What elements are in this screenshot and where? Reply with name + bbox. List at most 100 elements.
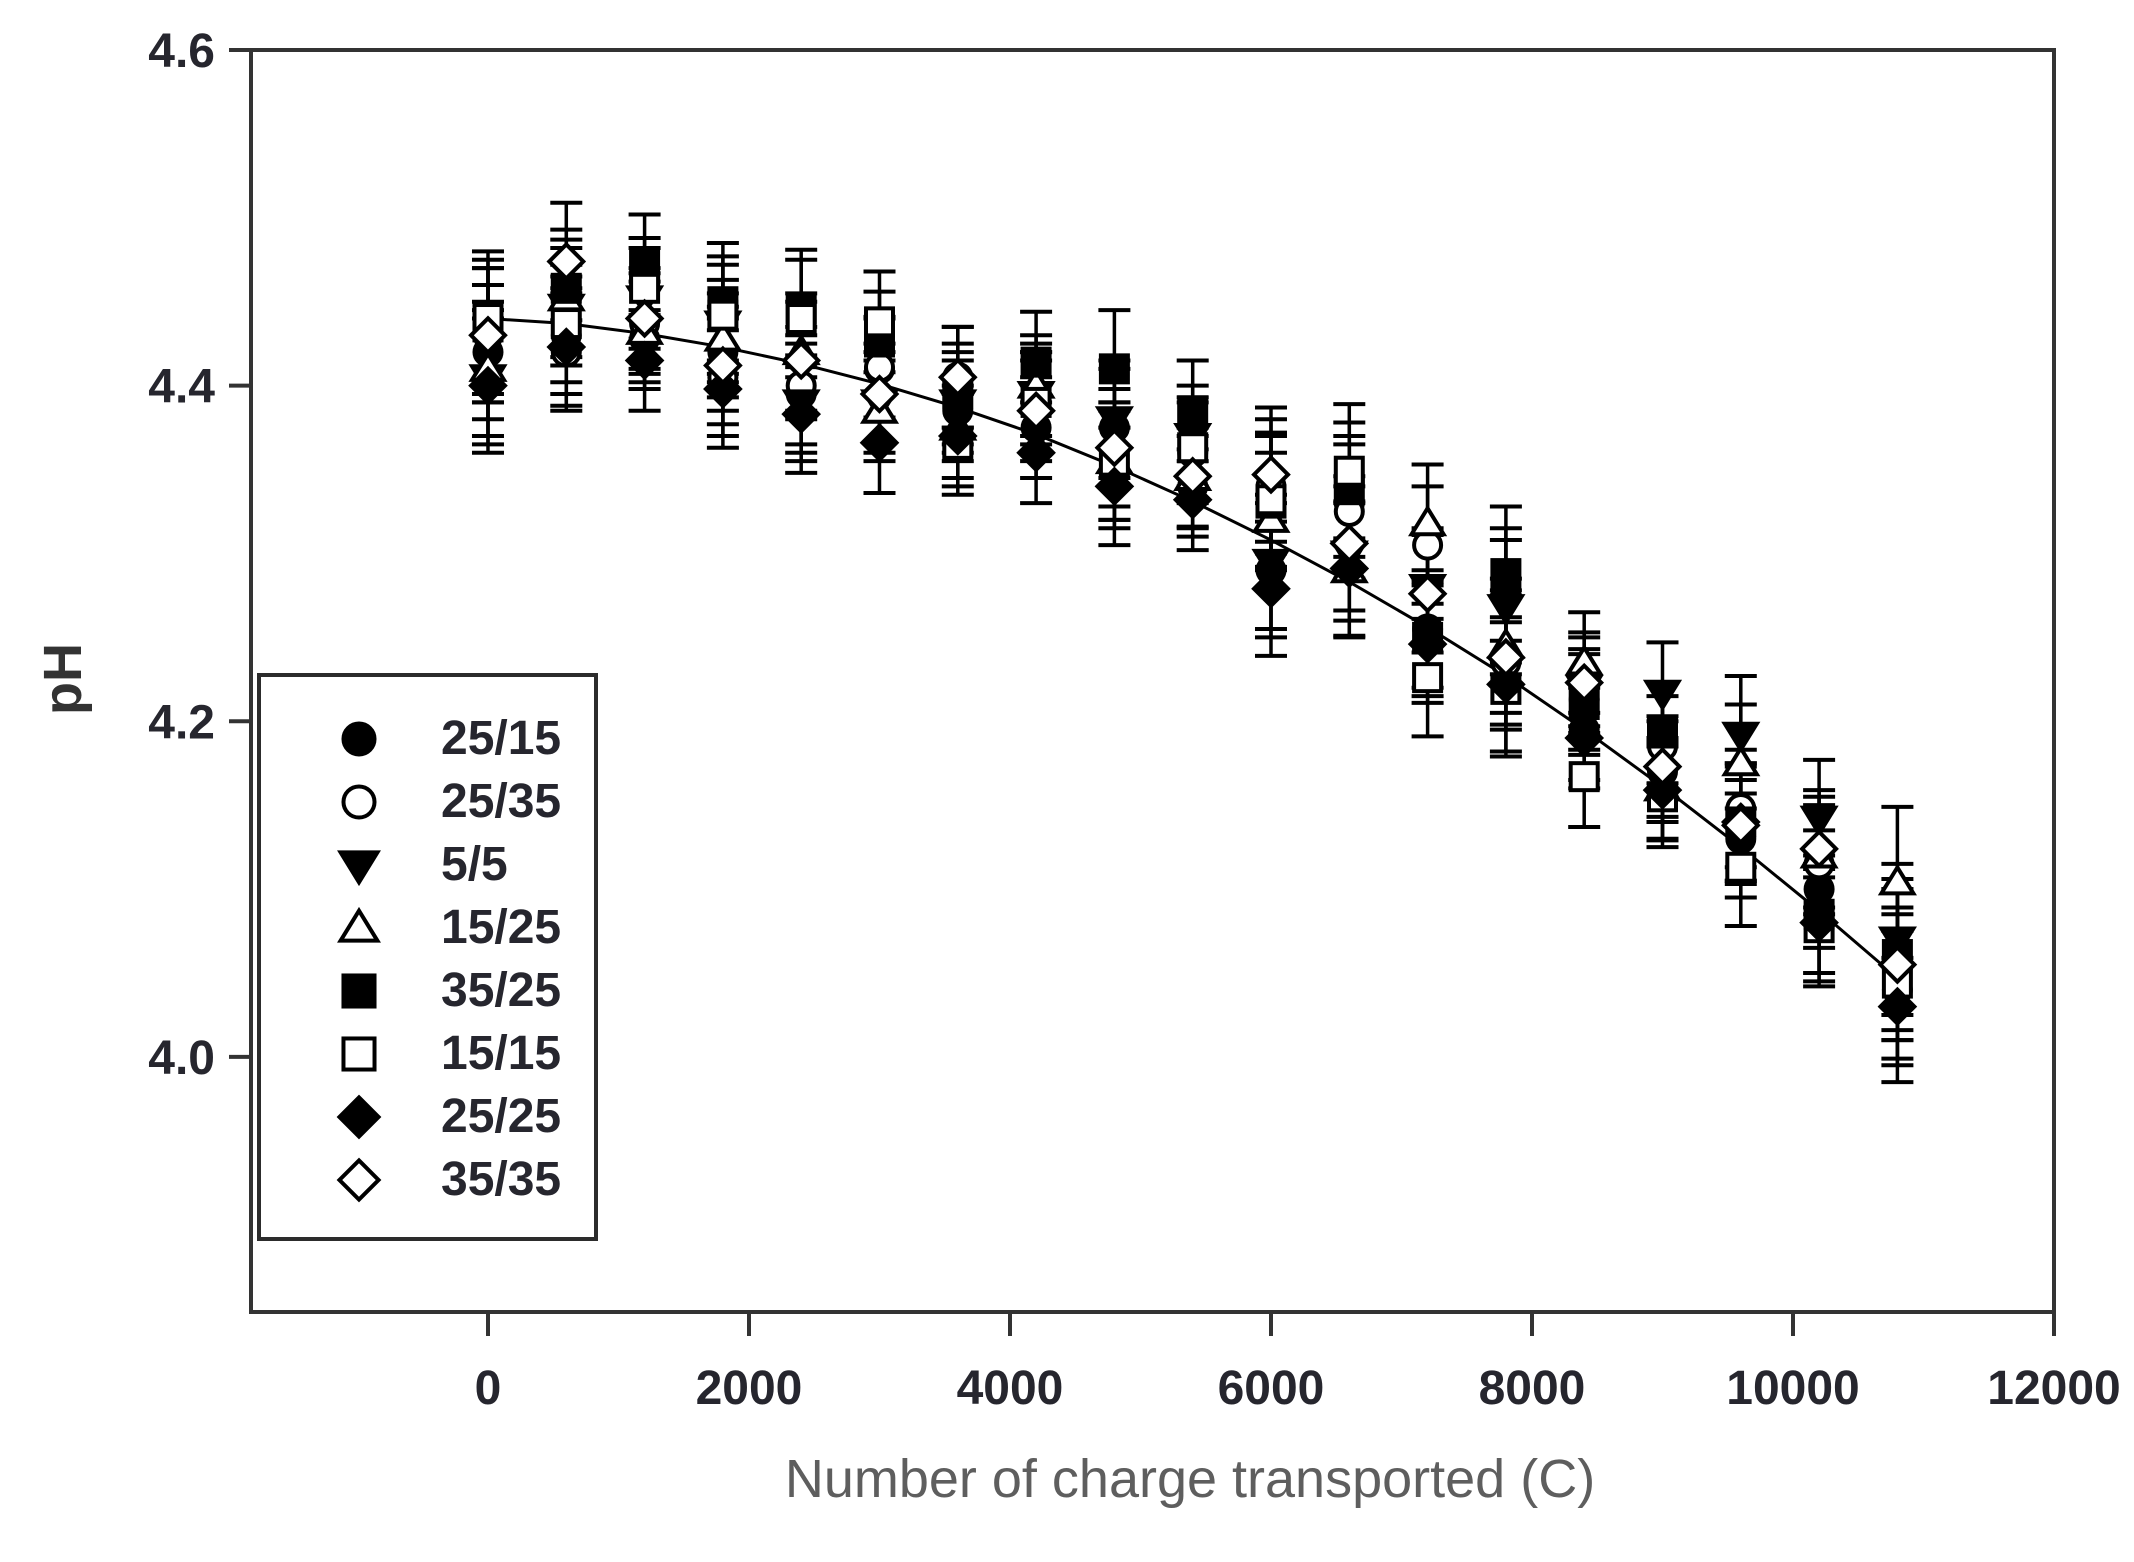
marker-open-diamond [937,357,978,398]
marker-filled-circle [1803,873,1835,905]
legend-item: 25/35 [335,770,594,833]
marker-open-diamond [336,1157,382,1202]
y-axis-title: pH [33,643,93,715]
marker-filled-diamond [703,369,743,409]
marker-open-diamond [703,345,743,386]
marker-filled-square [1646,717,1678,749]
x-axis-title: Number of charge transported (C) [784,1449,1596,1509]
legend-marker-icon [341,972,377,1009]
marker-filled-square [1568,688,1600,720]
marker-filled-square [1177,395,1209,427]
marker-open-square [629,272,661,304]
marker-filled-square [1490,558,1522,590]
marker-open-square [1333,455,1365,487]
marker-filled-square [1098,353,1130,385]
marker-open-diamond [781,340,822,381]
x-tick-label: 12000 [1987,1362,2120,1415]
marker-open-diamond [624,298,665,339]
marker-filled-triangle-down [1094,406,1134,439]
x-tick-label: 0 [475,1362,502,1415]
x-tick-label: 10000 [1726,1362,1859,1415]
y-tick-label: 4.6 [148,25,215,78]
series-35-35 [468,241,1918,985]
marker-open-triangle-up [337,906,381,943]
marker-open-diamond [1799,828,1839,869]
marker-open-diamond [1720,805,1761,846]
legend-marker-icon [341,783,377,820]
marker-filled-triangle-down [1486,594,1526,626]
legend-item: 5/5 [335,833,594,896]
marker-filled-diamond [1094,466,1135,507]
legend-item-label: 35/25 [441,963,562,1017]
marker-open-diamond [1251,454,1291,495]
legend-item: 35/25 [335,959,594,1022]
marker-open-square [707,299,739,331]
marker-open-square [863,306,895,338]
marker-filled-diamond [1564,718,1605,758]
x-tick-label: 6000 [1218,1362,1325,1415]
marker-open-diamond [468,315,508,356]
marker-open-triangle-up [1877,863,1917,896]
marker-filled-triangle-down [337,849,381,886]
marker-open-square [1568,761,1600,793]
marker-filled-diamond [1486,664,1526,705]
marker-filled-diamond [468,365,508,406]
marker-open-diamond [1486,637,1526,678]
marker-filled-diamond [937,416,978,456]
legend-item-label: 35/35 [441,1152,562,1206]
legend-item: 15/25 [335,896,594,959]
marker-filled-diamond [1877,986,1918,1027]
x-tick-label: 8000 [1479,1362,1586,1415]
marker-filled-diamond [1251,568,1291,609]
marker-filled-diamond [1016,432,1056,473]
legend-marker-icon [337,906,381,943]
legend-item-label: 25/35 [441,774,562,828]
marker-open-square [785,303,817,335]
legend-item-label: 25/15 [441,711,562,765]
marker-filled-diamond [546,327,587,367]
marker-filled-diamond [1172,479,1213,520]
x-tick-label: 4000 [957,1362,1064,1415]
plot-frame [249,48,2056,1314]
marker-open-diamond [1329,523,1370,564]
marker-filled-diamond [1799,902,1839,943]
legend-marker-icon [336,1094,382,1139]
legend-item: 15/15 [335,1022,594,1085]
marker-filled-triangle-down [1642,679,1683,712]
legend-item: 35/35 [335,1148,594,1211]
marker-open-diamond [1877,944,1918,985]
marker-open-diamond [1642,746,1683,787]
legend-marker-icon [341,1035,377,1072]
marker-open-diamond [546,241,587,282]
marker-filled-diamond [336,1094,382,1139]
marker-open-diamond [1094,427,1135,468]
marker-open-circle [341,783,377,820]
marker-open-square [1412,662,1444,694]
marker-filled-triangle-down [1721,721,1761,754]
marker-filled-triangle-down [1799,805,1839,838]
legend-marker-icon [336,1157,382,1202]
legend-item: 25/25 [335,1085,594,1148]
legend-marker-icon [341,720,377,757]
marker-filled-square [341,972,377,1009]
legend-item-label: 25/25 [441,1089,562,1143]
legend-marker-icon [337,849,381,886]
marker-open-triangle-up [1721,744,1761,777]
marker-filled-diamond [1642,770,1683,810]
y-tick-label: 4.0 [148,1032,215,1085]
marker-open-square [341,1035,377,1072]
marker-filled-diamond [1407,624,1448,664]
marker-open-triangle-up [1408,504,1448,537]
marker-open-diamond [1407,573,1448,614]
marker-open-square [1725,851,1757,883]
marker-open-diamond [1172,456,1213,497]
marker-filled-square [1020,346,1052,378]
marker-open-diamond [1016,390,1056,431]
marker-filled-circle [341,720,377,757]
legend-item: 25/15 [335,707,594,770]
marker-filled-diamond [781,394,822,434]
legend-item-label: 15/25 [441,900,562,954]
marker-filled-diamond [624,340,665,381]
